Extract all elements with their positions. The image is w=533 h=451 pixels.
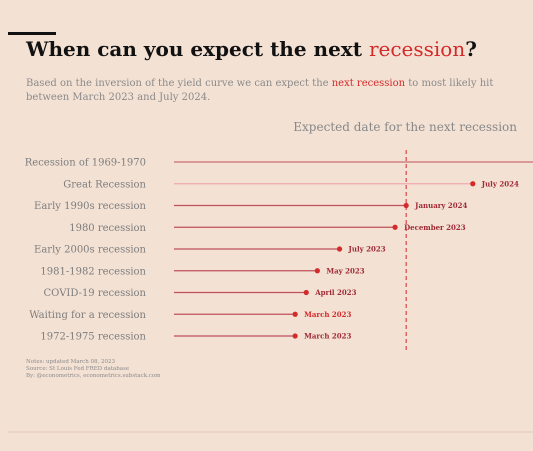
data-label: January 2024: [414, 201, 467, 210]
category-label: Great Recession: [63, 179, 146, 190]
data-point: [303, 289, 309, 296]
category-label: Waiting for a recession: [29, 310, 146, 321]
data-label: March 2023: [304, 332, 351, 341]
data-label: March 2023: [304, 310, 351, 319]
category-label: Recession of 1969-1970: [25, 158, 146, 169]
title-prefix: When can you expect the next: [25, 37, 369, 61]
axis-title: Expected date for the next recession: [293, 120, 517, 134]
data-label: May 2023: [326, 266, 364, 275]
category-label: 1972-1975 recession: [40, 332, 146, 343]
data-point: [292, 333, 298, 339]
data-point: [292, 311, 298, 317]
data-label: April 2023: [314, 288, 356, 297]
note-source: Source: St Louis Fed FRED database: [26, 366, 129, 372]
category-label: Early 1990s recession: [34, 201, 147, 212]
chart-subtitle-line1: Based on the inversion of the yield curv…: [26, 78, 493, 89]
title-highlight: recession: [369, 37, 465, 61]
data-point: [403, 202, 409, 209]
note-updated: Notes: updated March 08, 2023: [26, 359, 116, 365]
subtitle-highlight: next recession: [332, 78, 406, 89]
category-label: 1981-1982 recession: [40, 266, 146, 277]
note-author: By: @econometrics, econometrics.substack…: [26, 372, 161, 379]
chart-title: When can you expect the next recession?: [25, 37, 477, 61]
category-label: COVID-19 recession: [44, 288, 147, 299]
data-label: July 2023: [348, 245, 386, 254]
data-point: [392, 224, 398, 230]
title-suffix: ?: [465, 37, 477, 61]
title-rule: [8, 32, 56, 35]
data-label: July 2024: [481, 179, 519, 188]
subtitle-prefix: Based on the inversion of the yield curv…: [26, 78, 332, 89]
chart-subtitle-line2: between March 2023 and July 2024.: [26, 92, 210, 103]
data-point: [336, 246, 343, 252]
data-label: December 2023: [404, 223, 466, 232]
chart-rows: Recession of 1969-1970 Great Recession Jul…: [25, 158, 533, 343]
category-label: Early 2000s recession: [34, 245, 147, 256]
data-point: [470, 181, 476, 187]
data-point: [314, 268, 320, 274]
category-label: 1980 recession: [69, 223, 146, 234]
subtitle-suffix: to most likely hit: [405, 78, 493, 89]
